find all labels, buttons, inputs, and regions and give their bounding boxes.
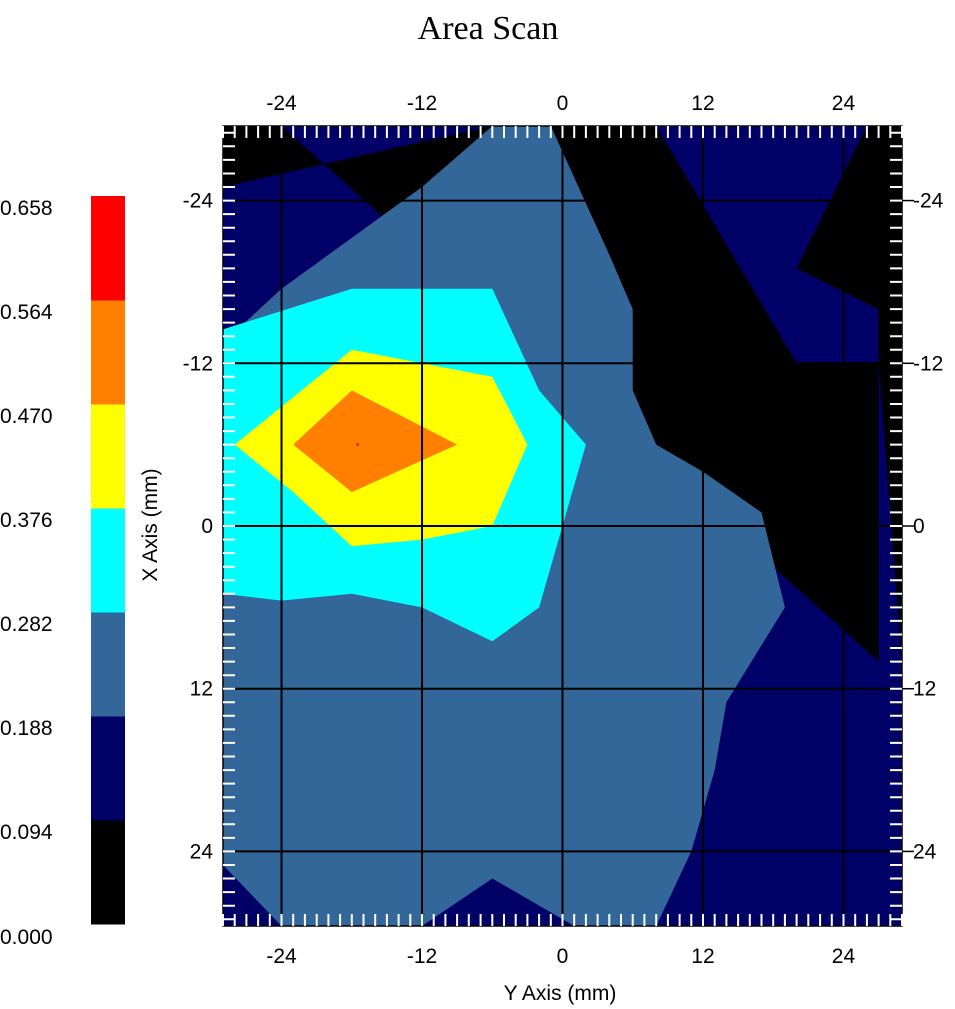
colorbar-label-0: 0.658	[0, 197, 53, 220]
tick-labels: -24 -24 -12 -12 0 0 12 12 24 24 -24 -24 -12 -12 0 0 12 12…	[183, 92, 944, 968]
colorbar-swatch-6	[91, 196, 125, 301]
peak-marker	[356, 443, 360, 447]
colorbar-label-6: 0.094	[0, 821, 53, 844]
plot-frame	[222, 125, 903, 927]
colorbar-label-3: 0.376	[0, 509, 53, 532]
y-tick-right-4: 24	[913, 840, 937, 863]
colorbar-swatch-2	[91, 612, 125, 717]
colorbar-swatch-5	[91, 300, 125, 405]
colorbar-swatch-0	[91, 820, 125, 925]
contour-band-5	[293, 390, 458, 493]
y-tick-right-1: -12	[913, 352, 943, 375]
y-tick-left-2: 0	[201, 515, 213, 538]
x-tick-top-3: 12	[691, 92, 714, 115]
minor-ticks	[222, 126, 903, 926]
colorbar-label-1: 0.564	[0, 301, 53, 324]
grid-lines	[223, 126, 902, 926]
y-axis-label: X Axis (mm)	[139, 468, 162, 581]
x-tick-bottom-4: 24	[832, 945, 856, 968]
y-tick-left-4: 24	[190, 840, 214, 863]
x-tick-top-4: 24	[832, 92, 856, 115]
y-tick-right-2: 0	[913, 515, 925, 538]
x-tick-bottom-3: 12	[691, 945, 714, 968]
y-tick-left-0: -24	[183, 190, 214, 213]
colorbar-label-5: 0.188	[0, 717, 53, 740]
x-tick-bottom-1: -12	[407, 945, 437, 968]
colorbar-label-2: 0.470	[0, 405, 53, 428]
x-axis-label: Y Axis (mm)	[504, 982, 617, 1005]
colorbar-legend: 0.658 0.564 0.470 0.376 0.282 0.188 0.094 0.000	[0, 196, 125, 949]
x-tick-top-1: -12	[407, 92, 437, 115]
colorbar-label-7: 0.000	[0, 926, 53, 949]
y-tick-left-3: 12	[190, 678, 213, 701]
colorbar-swatch-1	[91, 716, 125, 821]
x-tick-top-2: 0	[557, 92, 569, 115]
chart-title: Area Scan	[418, 10, 559, 47]
x-tick-bottom-2: 0	[557, 945, 569, 968]
y-tick-right-0: -24	[913, 190, 944, 213]
x-tick-top-0: -24	[266, 92, 297, 115]
y-tick-right-3: 12	[913, 678, 936, 701]
colorbar-swatch-4	[91, 404, 125, 509]
colorbar-label-4: 0.282	[0, 613, 53, 636]
x-tick-bottom-0: -24	[266, 945, 297, 968]
colorbar-swatch-3	[91, 508, 125, 613]
y-tick-left-1: -12	[183, 352, 213, 375]
